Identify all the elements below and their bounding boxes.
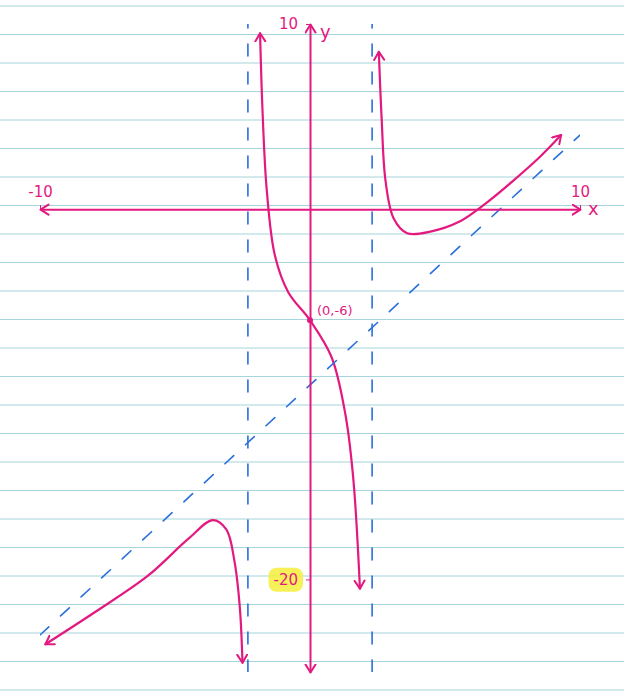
ruled-line: [0, 291, 624, 292]
ruled-line: [0, 348, 624, 349]
tick: 10: [279, 15, 310, 33]
curve: [379, 52, 561, 234]
y-axis: -20 10: [269, 15, 311, 672]
ruled-line: [0, 690, 624, 691]
ruled-line: [0, 633, 624, 634]
tick-mark: [580, 205, 581, 209]
ruled-line: [0, 462, 624, 463]
ruled-line: [0, 148, 624, 149]
ruled-line: [0, 6, 624, 7]
tick-label: -10: [28, 183, 53, 201]
ruled-line: [0, 63, 624, 64]
ruled-line: [0, 205, 624, 206]
annotation-label: (0,-6): [317, 303, 353, 318]
ruled-line: [0, 91, 624, 92]
tick-mark: [306, 24, 310, 25]
tick-label: 10: [279, 15, 298, 33]
ruled-line: [0, 547, 624, 548]
ruled-line: [0, 519, 624, 520]
ruled-line: [0, 490, 624, 491]
y-axis-title: y: [320, 21, 331, 42]
chart: -1010 -20 10 x y (0,-6): [0, 0, 624, 696]
asymptote: [371, 24, 373, 672]
ruled-line: [0, 604, 624, 605]
ruled-line: [0, 405, 624, 406]
tick: -10: [28, 183, 53, 209]
paper: [0, 6, 624, 690]
x-axis: -1010: [28, 183, 590, 210]
axis-line: [310, 25, 312, 673]
plot-area: [40, 24, 580, 672]
ruled-line: [0, 661, 624, 662]
highlight: [269, 568, 304, 592]
ruled-line: [0, 177, 624, 178]
ruled-line: [0, 576, 624, 577]
x-axis-title: x: [588, 198, 599, 219]
ruled-line: [0, 262, 624, 263]
ruled-line: [0, 120, 624, 121]
ruled-line: [0, 433, 624, 434]
ruled-line: [0, 376, 624, 377]
tick: -20: [269, 568, 311, 592]
asymptote: [247, 24, 249, 672]
tick-mark: [306, 579, 310, 580]
curve: [45, 520, 242, 663]
tick-mark: [40, 205, 41, 209]
ruled-line: [0, 234, 624, 235]
tick-label: -20: [274, 571, 299, 589]
ruled-line: [0, 34, 624, 35]
